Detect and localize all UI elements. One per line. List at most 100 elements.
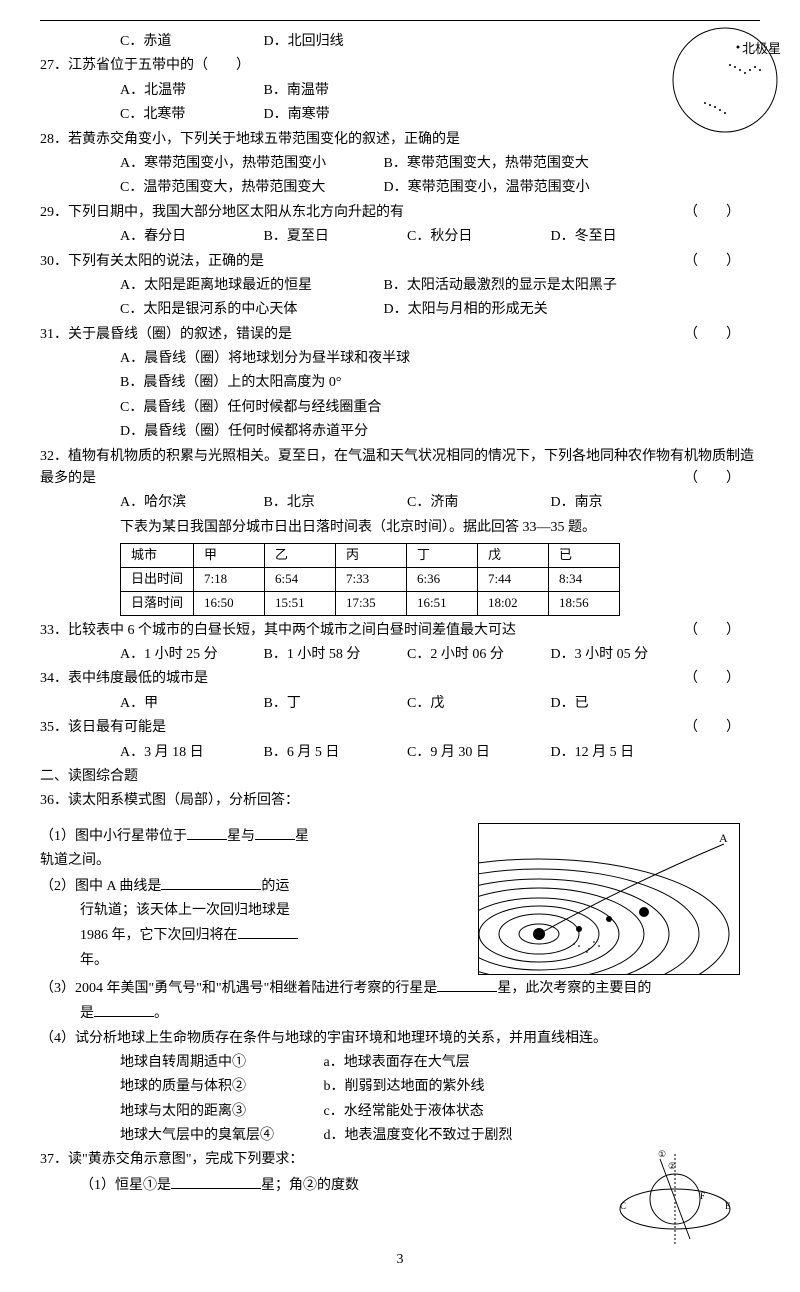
q29-paren: （ ） [684, 202, 740, 224]
blank[interactable] [171, 1174, 261, 1189]
q31-stem-text: 31．关于晨昏线（圈）的叙述，错误的是 [40, 327, 292, 342]
section2-heading: 二、读图综合题 [40, 766, 760, 788]
td-r1-2: 6:54 [265, 568, 336, 592]
q33-optD: D．3 小时 05 分 [551, 644, 649, 666]
q27-options-ab: A．北温带 B．南温带 [40, 80, 760, 102]
q35-paren: （ ） [684, 717, 740, 739]
q37-p1a: （1）恒星①是 [80, 1178, 171, 1193]
q33-optB: B．1 小时 58 分 [264, 644, 404, 666]
q31-optD: D．晨昏线（圈）任何时候都将赤道平分 [40, 421, 760, 443]
td-r1-1: 7:18 [194, 568, 265, 592]
q35-stem: 35．该日最有可能是 （ ） [40, 717, 760, 739]
q37-p1b: 星；角②的度数 [261, 1178, 359, 1193]
q28-optD: D．寒带范围变小，温带范围变小 [384, 177, 590, 199]
top-rule [40, 20, 760, 21]
q29-options: A．春分日 B．夏至日 C．秋分日 D．冬至日 [40, 226, 760, 248]
q32-stem: 32．植物有机物质的积累与光照相关。夏至日，在气温和天气状况相同的情况下，下列各… [40, 446, 760, 491]
q29-optA: A．春分日 [120, 226, 260, 248]
q34-optC: C．戊 [407, 693, 547, 715]
sunrise-sunset-table: 城市 甲 乙 丙 丁 戊 已 日出时间 7:18 6:54 7:33 6:36 … [120, 543, 620, 615]
th-wu: 戊 [478, 544, 549, 568]
td-r1-6: 8:34 [549, 568, 620, 592]
td-r2-2: 15:51 [265, 591, 336, 615]
td-r2-4: 16:51 [407, 591, 478, 615]
q32-stem-text: 32．植物有机物质的积累与光照相关。夏至日，在气温和天气状况相同的情况下，下列各… [40, 449, 754, 486]
q30-options-cd: C．太阳是银河系的中心天体 D．太阳与月相的形成无关 [40, 299, 760, 321]
q36-p3: （3）2004 年美国"勇气号"和"机遇号"相继着陆进行考察的行星是星，此次考察… [40, 977, 760, 1000]
q36-p1a: （1）图中小行星带位于 [40, 829, 187, 844]
q36-p3c-line: 是。 [40, 1002, 760, 1025]
td-r1-5: 7:44 [478, 568, 549, 592]
q37-p1: （1）恒星①是 星；角②的度数 [40, 1174, 760, 1197]
q31-paren: （ ） [684, 324, 740, 346]
q30-optB: B．太阳活动最激烈的显示是太阳黑子 [384, 275, 617, 297]
blank[interactable] [255, 825, 295, 840]
th-city: 城市 [121, 544, 194, 568]
q36-m1a: 地球自转周期适中① [120, 1052, 320, 1074]
q30-optD: D．太阳与月相的形成无关 [384, 299, 548, 321]
q28-optA: A．寒带范围变小，热带范围变小 [120, 153, 380, 175]
th-yi: 乙 [265, 544, 336, 568]
q36-m4b: d．地表温度变化不致过于剧烈 [324, 1125, 513, 1147]
q36-p2d-line: 1986 年，它下次回归将在 [40, 924, 760, 947]
q30-optC: C．太阳是银河系的中心天体 [120, 299, 380, 321]
q36-p3c: 是 [80, 1006, 94, 1021]
q36-p2d: 1986 年，它下次回归将在 [80, 928, 238, 943]
q36-p4: （4）试分析地球上生命物质存在条件与地球的宇宙环境和地理环境的关系，并用直线相连… [40, 1028, 760, 1050]
svg-text:C: C [620, 1201, 626, 1211]
q36-match3: 地球与太阳的距离③ c．水经常能处于液体状态 [40, 1101, 760, 1123]
q31-optB: B．晨昏线（圈）上的太阳高度为 0° [40, 372, 760, 394]
blank[interactable] [161, 875, 261, 890]
td-r2-5: 18:02 [478, 591, 549, 615]
q32-optD: D．南京 [551, 492, 603, 514]
td-r1-4: 6:36 [407, 568, 478, 592]
td-r2-6: 18:56 [549, 591, 620, 615]
q27-options-cd: C．北寒带 D．南寒带 [40, 104, 760, 126]
q27-optD: D．南寒带 [264, 104, 330, 126]
q36-match2: 地球的质量与体积② b．削弱到达地面的紫外线 [40, 1076, 760, 1098]
q36-p1d: 轨道之间。 [40, 850, 760, 872]
q33-paren: （ ） [684, 620, 740, 642]
q33-optC: C．2 小时 06 分 [407, 644, 547, 666]
svg-text:E: E [725, 1201, 731, 1211]
q36-p2e: 年。 [40, 950, 760, 972]
q36-m1b: a．地球表面存在大气层 [324, 1052, 470, 1074]
q30-options-ab: A．太阳是距离地球最近的恒星 B．太阳活动最激烈的显示是太阳黑子 [40, 275, 760, 297]
th-jia: 甲 [194, 544, 265, 568]
q36-match1: 地球自转周期适中① a．地球表面存在大气层 [40, 1052, 760, 1074]
q27-optB: B．南温带 [264, 80, 329, 102]
q29-optD: D．冬至日 [551, 226, 617, 248]
q30-optA: A．太阳是距离地球最近的恒星 [120, 275, 380, 297]
q34-optA: A．甲 [120, 693, 260, 715]
q33-stem-text: 33．比较表中 6 个城市的白昼长短，其中两个城市之间白昼时间差值最大可达 [40, 623, 516, 638]
q29-optB: B．夏至日 [264, 226, 404, 248]
table-sunrise-row: 日出时间 7:18 6:54 7:33 6:36 7:44 8:34 [121, 568, 620, 592]
blank[interactable] [437, 977, 497, 992]
q26-optD: D．北回归线 [264, 31, 344, 53]
td-sunset-label: 日落时间 [121, 591, 194, 615]
q31-stem: 31．关于晨昏线（圈）的叙述，错误的是 （ ） [40, 324, 760, 346]
q32-paren: （ ） [684, 468, 740, 490]
td-r2-1: 16:50 [194, 591, 265, 615]
q36-m3a: 地球与太阳的距离③ [120, 1101, 320, 1123]
q28-options-ab: A．寒带范围变小，热带范围变小 B．寒带范围变大，热带范围变大 [40, 153, 760, 175]
q29-stem-text: 29．下列日期中，我国大部分地区太阳从东北方向升起的有 [40, 205, 404, 220]
blank[interactable] [238, 924, 298, 939]
q32-optA: A．哈尔滨 [120, 492, 260, 514]
q36-match4: 地球大气层中的臭氧层④ d．地表温度变化不致过于剧烈 [40, 1125, 760, 1147]
q28-optB: B．寒带范围变大，热带范围变大 [384, 153, 589, 175]
q30-stem-text: 30．下列有关太阳的说法，正确的是 [40, 254, 264, 269]
blank[interactable] [187, 825, 227, 840]
q26-options-cd: C．赤道 D．北回归线 [40, 31, 760, 53]
blank[interactable] [94, 1002, 154, 1017]
th-bing: 丙 [336, 544, 407, 568]
q36-m2a: 地球的质量与体积② [120, 1076, 320, 1098]
td-r1-3: 7:33 [336, 568, 407, 592]
q35-options: A．3 月 18 日 B．6 月 5 日 C．9 月 30 日 D．12 月 5… [40, 742, 760, 764]
q36-p2b: 的运 [261, 879, 289, 894]
q33-optA: A．1 小时 25 分 [120, 644, 260, 666]
page-number: 3 [40, 1249, 760, 1271]
q34-paren: （ ） [684, 668, 740, 690]
q32-options: A．哈尔滨 B．北京 C．济南 D．南京 [40, 492, 760, 514]
q26-optC: C．赤道 [120, 31, 260, 53]
